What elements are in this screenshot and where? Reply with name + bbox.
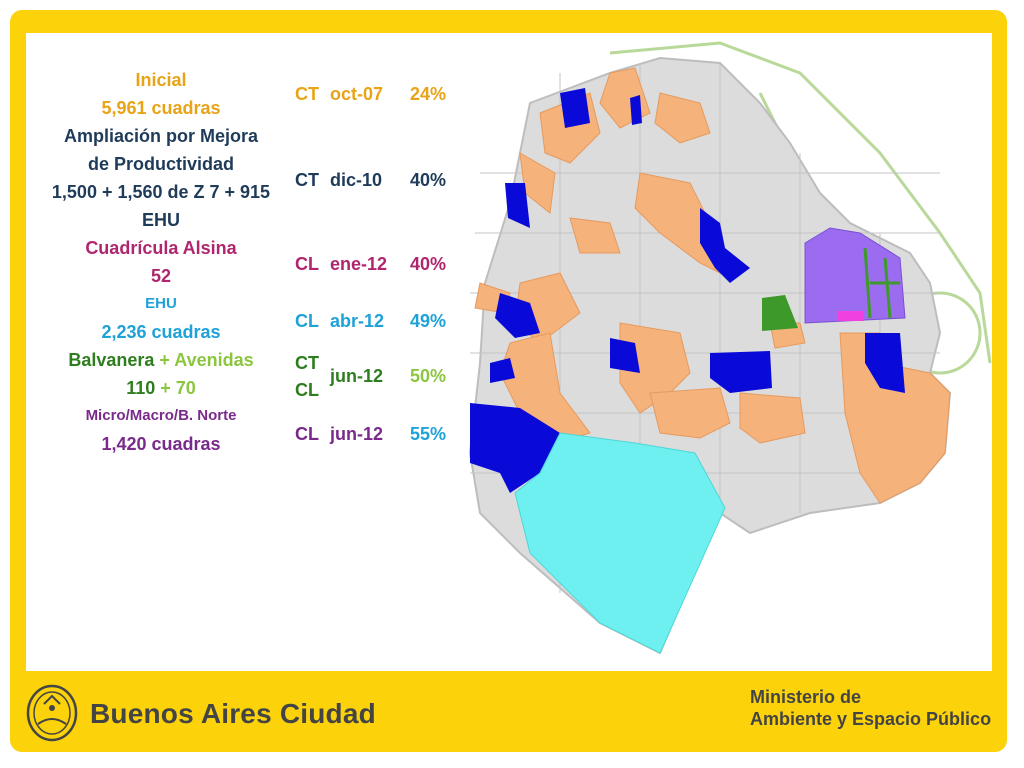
legend-text: 52 bbox=[150, 266, 172, 286]
legend-text: 110 bbox=[126, 378, 156, 398]
row-date: jun-12 bbox=[330, 424, 384, 444]
ministry-line-2: Ambiente y Espacio Público bbox=[750, 709, 992, 729]
ministry-line-1: Ministerio de bbox=[750, 687, 862, 707]
row-date: abr-12 bbox=[330, 311, 385, 331]
purple-zone-lines bbox=[863, 247, 900, 319]
row-pct: 24% bbox=[410, 84, 447, 104]
legend-line: Micro/Macro/B. Norte bbox=[26, 402, 296, 430]
row-date: dic-10 bbox=[330, 170, 383, 190]
legend-text: 1,420 cuadras bbox=[101, 434, 221, 454]
legend-text: Ampliación por Mejora bbox=[63, 126, 259, 146]
orange-zones bbox=[474, 67, 951, 504]
row-type: CL bbox=[295, 424, 319, 444]
brand-name: Buenos Aires Ciudad bbox=[90, 698, 376, 729]
row-type: CL bbox=[295, 254, 319, 274]
row-date: ene-12 bbox=[330, 254, 388, 274]
row-pct: 40% bbox=[410, 254, 447, 274]
legend-text: de Productividad bbox=[87, 154, 235, 174]
city-zone-map bbox=[468, 41, 992, 655]
legend-text: Inicial bbox=[135, 70, 187, 90]
legend-line: Cuadrícula Alsina bbox=[26, 234, 296, 262]
green-zone bbox=[762, 295, 798, 331]
legend-line: 110 + 70 bbox=[26, 374, 296, 402]
blue-zones bbox=[470, 88, 905, 493]
legend-line: EHU bbox=[26, 206, 296, 234]
legend-text: Cuadrícula Alsina bbox=[85, 238, 237, 258]
legend-line: 5,961 cuadras bbox=[26, 94, 296, 122]
row-pct: 50% bbox=[410, 366, 447, 386]
row-pct: 55% bbox=[410, 424, 447, 444]
row-type2: CL bbox=[295, 380, 319, 400]
legend-line: EHU bbox=[26, 290, 296, 318]
row-pct: 40% bbox=[410, 170, 447, 190]
city-seal-icon bbox=[26, 684, 78, 742]
legend-line: 2,236 cuadras bbox=[26, 318, 296, 346]
row-type: CT bbox=[295, 170, 319, 190]
legend-text: Micro/Macro/B. Norte bbox=[85, 407, 237, 424]
footer: Buenos Aires Ciudad Ministerio de Ambien… bbox=[10, 672, 1007, 752]
legend-text: 1,500 + 1,560 de Z 7 + 915 bbox=[51, 182, 271, 202]
legend-text: + 70 bbox=[155, 378, 196, 398]
legend-line: 52 bbox=[26, 262, 296, 290]
legend-text: 5,961 cuadras bbox=[101, 98, 221, 118]
legend-line: de Productividad bbox=[26, 150, 296, 178]
legend-text: EHU bbox=[141, 210, 180, 230]
legend-line: Balvanera + Avenidas bbox=[26, 346, 296, 374]
legend-line: 1,420 cuadras bbox=[26, 430, 296, 458]
zone-legend: Inicial 5,961 cuadras Ampliación por Mejor… bbox=[26, 66, 296, 458]
row-date: jun-12 bbox=[330, 366, 384, 386]
legend-line: 1,500 + 1,560 de Z 7 + 915 bbox=[26, 178, 296, 206]
row-type: CL bbox=[295, 311, 319, 331]
row-type: CT bbox=[295, 353, 319, 373]
ministry-name: Ministerio de Ambiente y Espacio Público bbox=[750, 686, 991, 730]
legend-text: 2,236 cuadras bbox=[101, 322, 221, 342]
legend-text: + Avenidas bbox=[154, 350, 254, 370]
row-type: CT bbox=[295, 84, 319, 104]
legend-line: Ampliación por Mejora bbox=[26, 122, 296, 150]
legend-text: Balvanera bbox=[68, 350, 155, 370]
row-pct: 49% bbox=[410, 311, 447, 331]
legend-text: EHU bbox=[145, 295, 177, 312]
cyan-zone bbox=[514, 432, 726, 654]
magenta-zone bbox=[838, 311, 864, 321]
row-date: oct-07 bbox=[330, 84, 384, 104]
purple-zone bbox=[804, 227, 906, 324]
legend-line: Inicial bbox=[26, 66, 296, 94]
